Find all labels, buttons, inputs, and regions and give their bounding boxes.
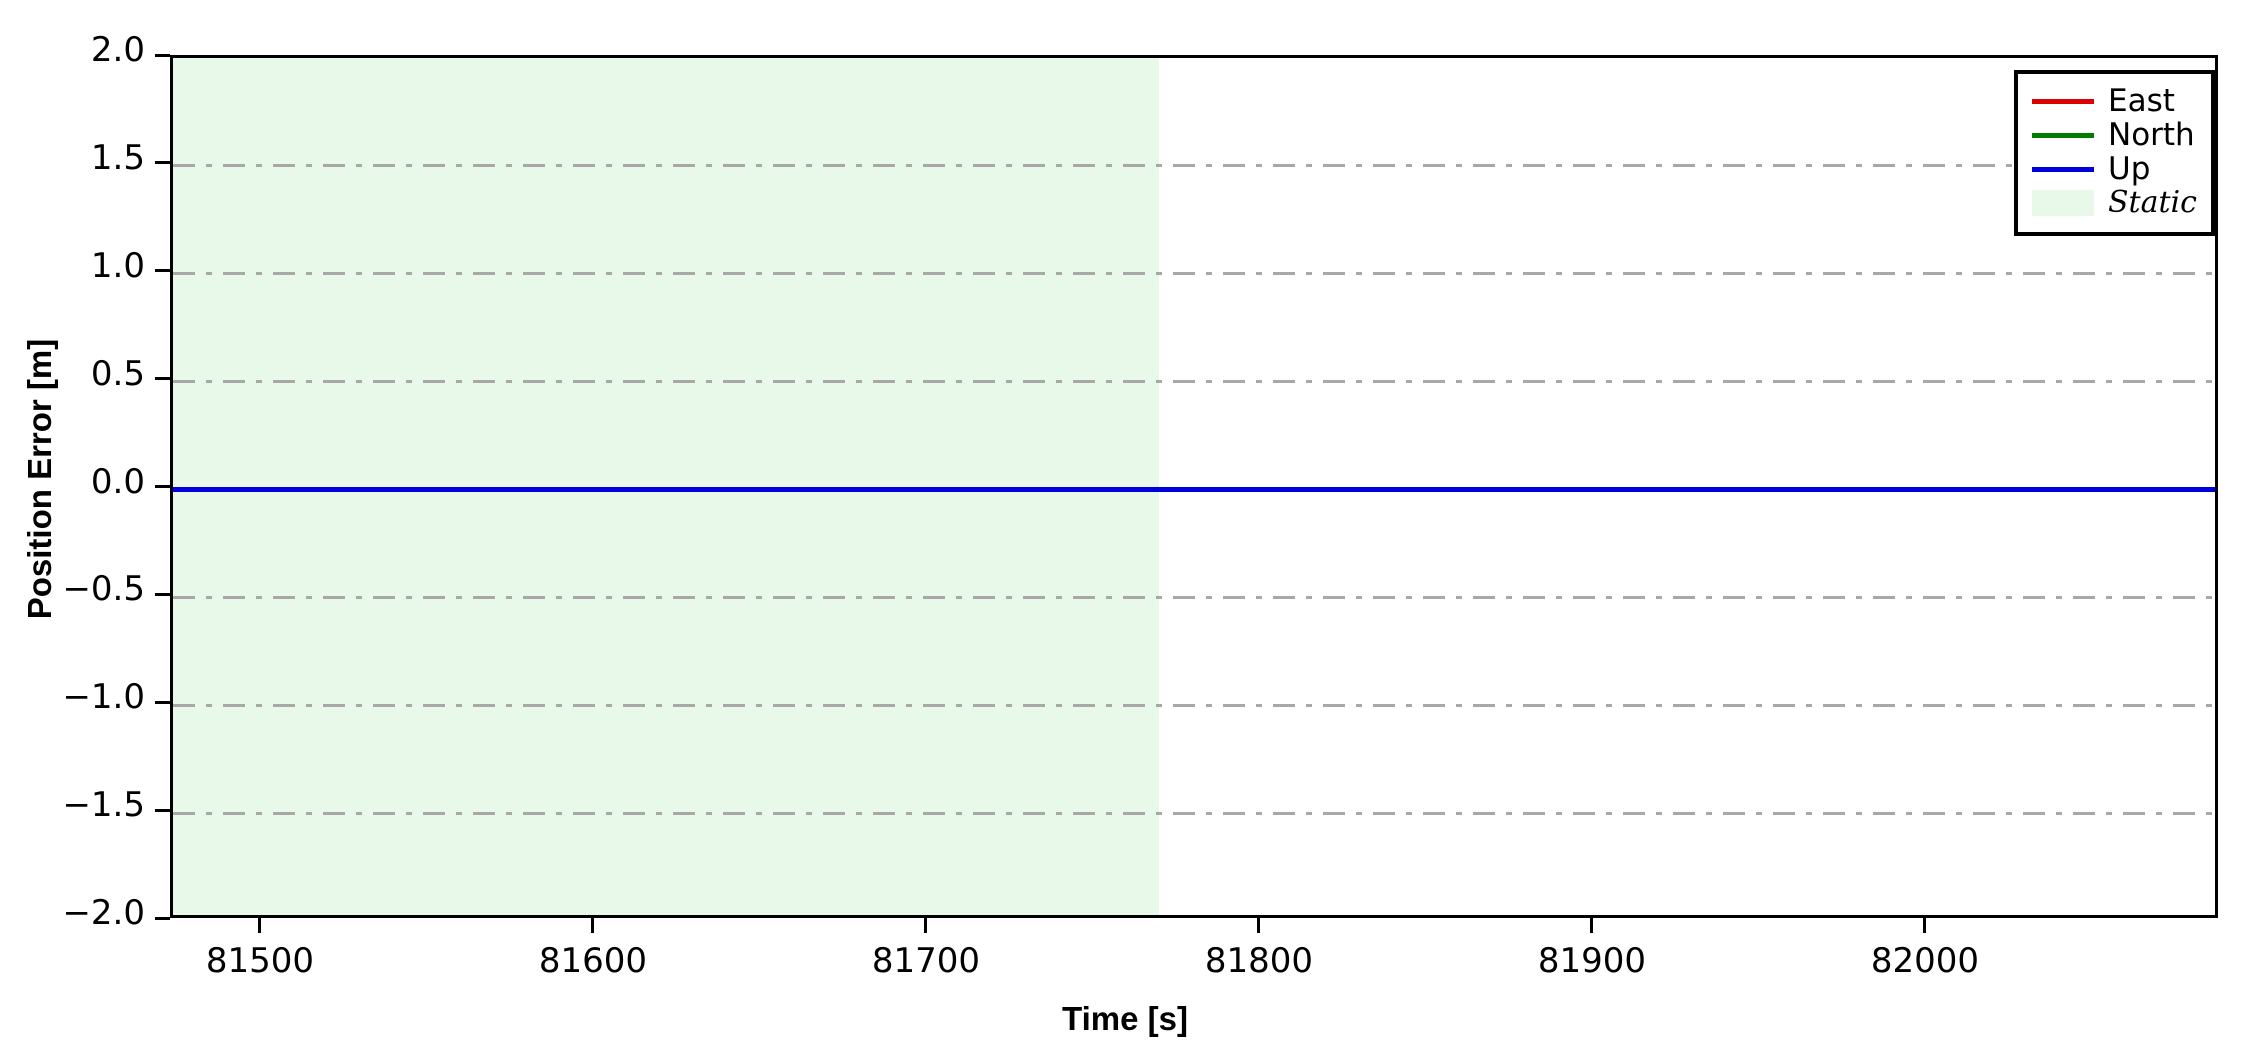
legend-entry-east[interactable]: East	[2032, 84, 2197, 118]
y-tick-mark	[155, 377, 170, 381]
y-tick-label: 1.0	[90, 245, 145, 286]
x-tick-mark	[258, 918, 262, 933]
x-tick-label: 81800	[1204, 941, 1314, 981]
y-tick-label: −2.0	[62, 893, 145, 933]
x-tick-mark	[1590, 918, 1594, 933]
legend-entry-static[interactable]: Static	[2032, 186, 2197, 220]
legend-swatch-north-icon	[2032, 132, 2094, 138]
legend-label: Static	[2108, 185, 2197, 220]
y-tick-mark	[155, 700, 170, 704]
x-tick-label: 81600	[538, 941, 647, 981]
legend-swatch-static-icon	[2032, 190, 2094, 216]
y-tick-label: 0.5	[90, 353, 145, 394]
y-tick-mark	[155, 53, 170, 57]
gridline-minus-1.0	[173, 703, 2215, 707]
x-tick-mark	[1923, 918, 1927, 933]
gridline-0.5	[173, 380, 2215, 384]
plot-area[interactable]	[170, 55, 2218, 918]
y-tick-label: −0.5	[62, 569, 145, 610]
legend-label: Up	[2108, 150, 2151, 187]
x-tick-mark	[1257, 918, 1261, 933]
x-tick-label: 82000	[1870, 941, 1980, 981]
y-tick-label: 2.0	[90, 30, 145, 70]
legend-swatch-up-icon	[2032, 166, 2094, 172]
gridline-minus-0.5	[173, 595, 2215, 599]
y-tick-label: 1.5	[90, 137, 145, 178]
legend-label: East	[2108, 82, 2175, 119]
y-axis-title: Position Error [m]	[21, 338, 58, 620]
chart-legend[interactable]: East North Up Static	[2014, 70, 2215, 236]
y-tick-label: −1.0	[62, 677, 145, 718]
static-region-span	[173, 58, 1159, 915]
legend-entry-north[interactable]: North	[2032, 118, 2197, 152]
y-tick-mark	[155, 485, 170, 488]
x-tick-label: 81700	[871, 941, 981, 981]
x-tick-label: 81500	[205, 941, 314, 981]
y-tick-mark	[155, 916, 170, 920]
y-tick-label: −1.5	[62, 785, 145, 826]
x-tick-label: 81900	[1537, 941, 1647, 981]
gridline-1.5	[173, 164, 2215, 168]
legend-entry-up[interactable]: Up	[2032, 152, 2197, 186]
legend-label: North	[2108, 116, 2195, 153]
legend-swatch-east-icon	[2032, 98, 2094, 104]
gridline-1.0	[173, 272, 2215, 276]
series-line-up	[173, 487, 2215, 492]
gridline-minus-1.5	[173, 811, 2215, 815]
y-tick-label: 0.0	[90, 461, 145, 502]
x-tick-mark	[591, 918, 595, 933]
y-tick-mark	[155, 808, 170, 812]
x-tick-mark	[924, 918, 928, 933]
y-tick-mark	[155, 592, 170, 596]
y-tick-mark	[155, 269, 170, 273]
x-axis-title: Time [s]	[1062, 1000, 1188, 1037]
y-tick-mark	[155, 161, 170, 165]
